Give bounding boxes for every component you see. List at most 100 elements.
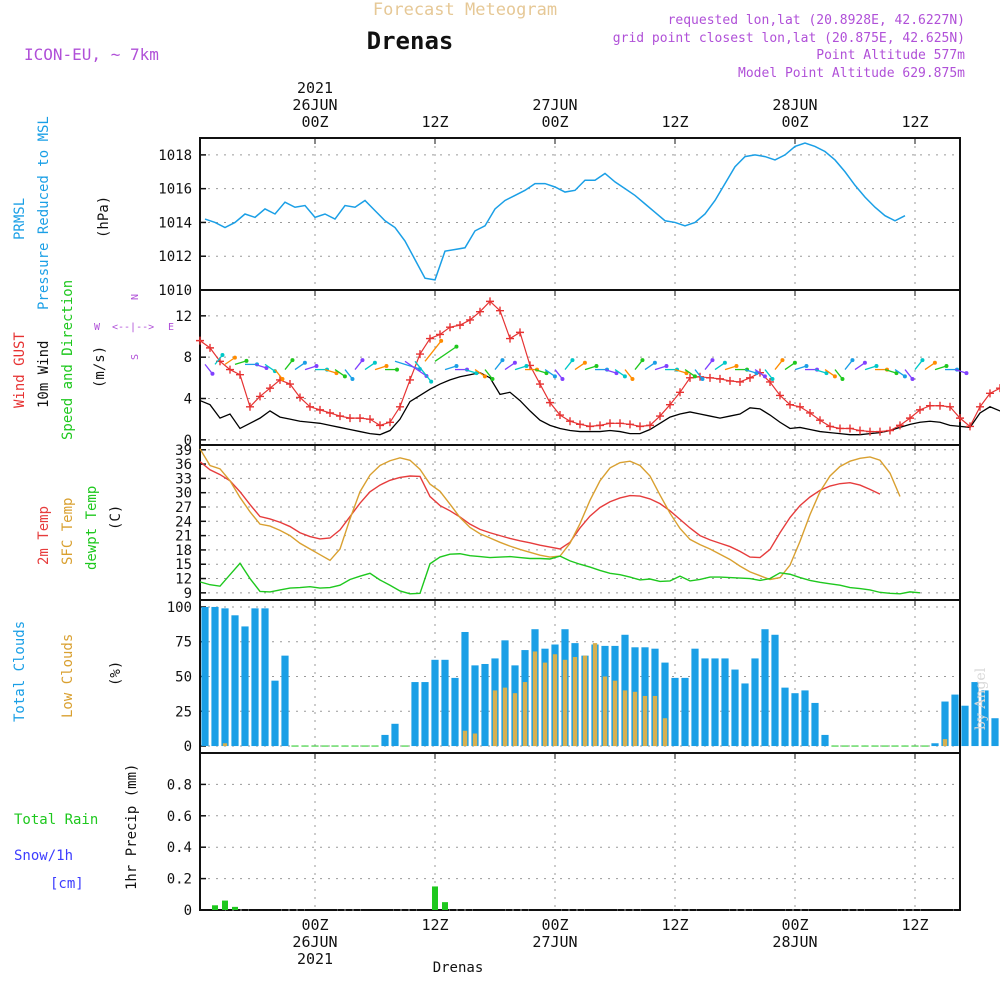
wind-arrowhead: [524, 364, 529, 369]
wind-arrow: [604, 368, 617, 374]
total-cloud-bar: [691, 648, 699, 747]
pressure-line: [204, 142, 906, 281]
y-tick-label: 0: [184, 433, 192, 449]
panel-frame: [199, 752, 961, 911]
gust-point: [726, 376, 734, 385]
y-tick-label: 18: [175, 543, 192, 559]
panel-3: [199, 599, 961, 754]
date-label-bottom: 26JUN: [292, 933, 337, 951]
low-cloud-bar: [662, 718, 668, 747]
gust-point: [986, 389, 994, 398]
low-cloud-bar: [522, 682, 528, 747]
low-cloud-bar: [572, 657, 578, 747]
wind-arrow: [424, 340, 442, 362]
low-cloud-bar: [642, 695, 648, 747]
wind-arrow: [644, 362, 656, 371]
year-label-bottom: 2021: [297, 950, 333, 968]
wind-arrowhead: [894, 371, 899, 376]
gust-point: [616, 419, 624, 428]
total-cloud-bar: [201, 606, 209, 747]
y-tick-label: 1010: [158, 283, 192, 299]
gust-point: [366, 415, 374, 424]
gust-point: [896, 421, 904, 430]
total-cloud-bar: [261, 608, 269, 747]
wind-arrow: [904, 369, 913, 380]
wind10m-label: 10m Wind: [36, 341, 52, 408]
gust-point: [946, 402, 954, 411]
rain-bar: [222, 900, 228, 910]
total-cloud-bar: [411, 682, 419, 747]
date-label-bottom: 28JUN: [772, 933, 817, 951]
wind-arrowhead: [350, 376, 355, 381]
panel-1: [199, 289, 961, 446]
gust-point: [346, 414, 354, 423]
gust-point: [916, 405, 924, 414]
year-label-top: 2021: [297, 79, 333, 97]
wind-arrow: [954, 368, 967, 374]
wind-arrow: [344, 369, 353, 380]
gust-point: [686, 373, 694, 382]
gust-point: [816, 416, 824, 425]
time-tick-label-top: 12Z: [421, 113, 448, 131]
gust-point: [806, 408, 814, 417]
dewpt-label: dewpt Temp: [84, 486, 100, 570]
total-cloud-bar: [381, 734, 389, 747]
wind-arrowhead: [614, 371, 619, 376]
date-label-bottom: 27JUN: [532, 933, 577, 951]
wind-arrowhead: [754, 371, 759, 376]
total-cloud-bar: [271, 680, 279, 747]
wind-arrowhead: [232, 355, 237, 360]
time-tick-label-top: 00Z: [301, 113, 328, 131]
compass-rose: N W <--|--> E S: [94, 294, 174, 360]
gust-point: [476, 307, 484, 316]
y-tick-label: 100: [167, 600, 192, 616]
y-tick-label: 75: [175, 635, 192, 651]
precip-unit: 1hr Precip (mm): [124, 764, 140, 890]
info-model-altitude: Model Point Altitude 629.875m: [738, 66, 965, 81]
temp2m-line: [199, 461, 881, 559]
wind-arrow: [824, 369, 836, 377]
gust-point: [256, 392, 264, 401]
low-cloud-bar: [602, 676, 608, 747]
total-cloud-bar: [751, 658, 759, 747]
gust-point: [326, 408, 334, 417]
gust-point: [506, 334, 514, 343]
gust-point: [576, 420, 584, 429]
total-cloud-bar: [701, 658, 709, 747]
total-cloud-bar: [721, 658, 729, 747]
wind-arrowhead: [630, 376, 635, 381]
total-cloud-bar: [231, 615, 239, 747]
wind-arrowhead: [862, 360, 867, 365]
cloud-labels: Total Clouds Low Clouds (%): [12, 621, 124, 722]
wind-arrowhead: [692, 374, 697, 379]
wind-arrow: [864, 365, 877, 371]
y-tick-label: 15: [175, 557, 192, 573]
date-label-top: 28JUN: [772, 96, 817, 114]
y-tick-label: 33: [175, 471, 192, 487]
y-tick-label: 25: [175, 704, 192, 720]
wind-arrowhead: [429, 379, 434, 384]
compass-w: W: [94, 322, 101, 333]
total-cloud-bar: [481, 663, 489, 747]
wind-arrow: [634, 359, 643, 370]
total-cloud-bar: [821, 734, 829, 747]
info-requested: requested lon,lat (20.8928E, 42.6227N): [668, 13, 965, 28]
wind-arrow: [574, 362, 586, 371]
wind-arrow: [494, 359, 503, 370]
rain-bar: [212, 905, 218, 910]
time-tick-label-bottom: 00Z: [541, 916, 568, 934]
wind-arrowhead: [734, 364, 739, 369]
wind-arrow: [554, 369, 563, 380]
gust-point: [296, 393, 304, 402]
wind-arrow: [724, 365, 737, 371]
wind-arrow: [694, 369, 703, 380]
gust-point: [546, 398, 554, 407]
y-tick-label: 4: [184, 392, 192, 408]
time-tick-label-top: 12Z: [901, 113, 928, 131]
gust-point: [766, 377, 774, 386]
wind-arrow: [914, 359, 923, 370]
wind-arrowhead: [482, 374, 487, 379]
y-tick-label: 0: [184, 739, 192, 755]
gust-point: [536, 380, 544, 389]
